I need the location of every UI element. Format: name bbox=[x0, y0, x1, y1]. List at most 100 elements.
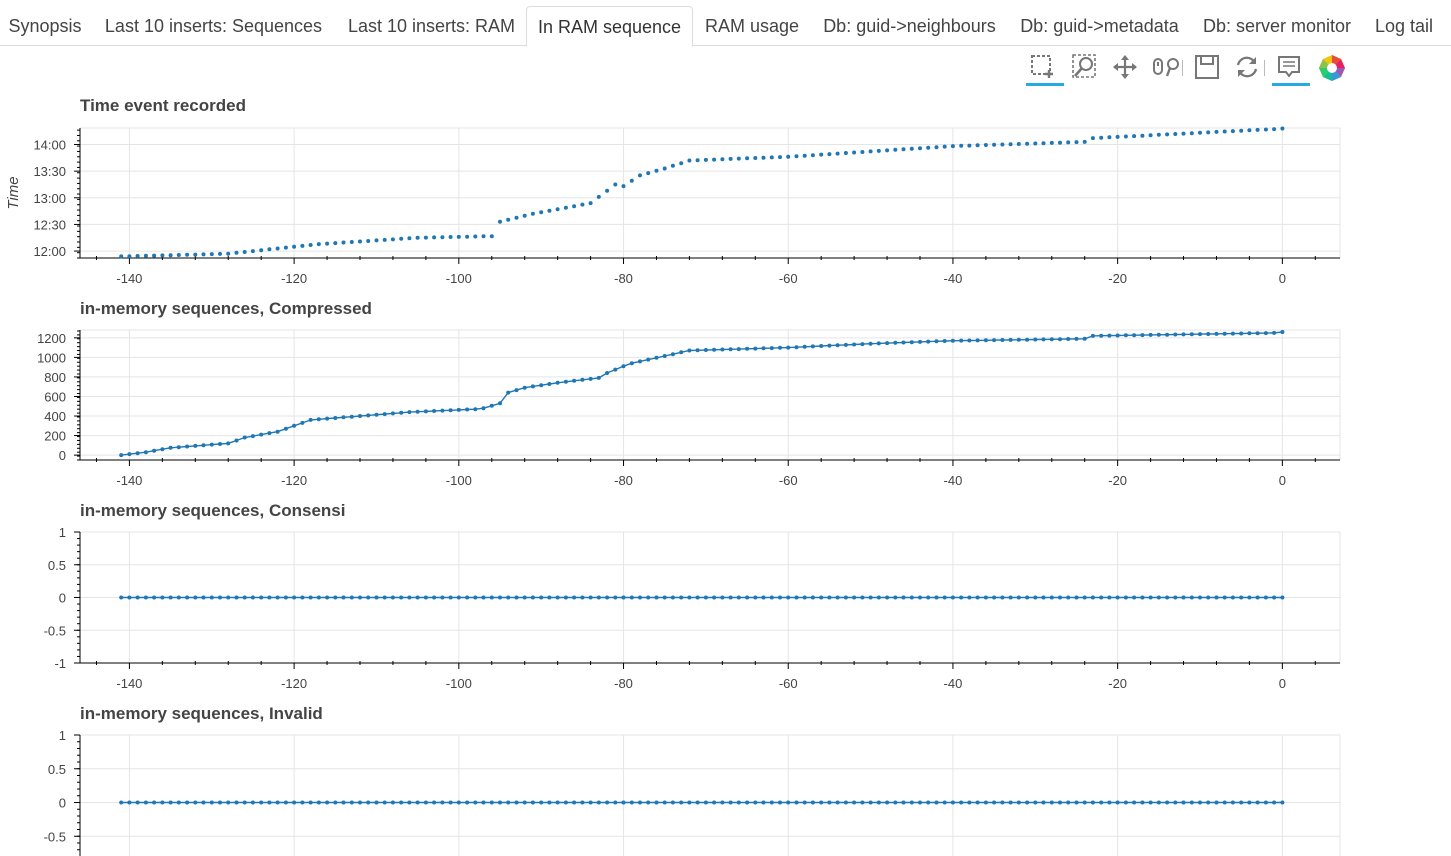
x-tick-label: -20 bbox=[1108, 473, 1127, 488]
data-point bbox=[745, 800, 750, 805]
data-point bbox=[736, 347, 741, 352]
data-point bbox=[950, 595, 955, 600]
data-point bbox=[1041, 141, 1046, 146]
data-point bbox=[786, 345, 791, 350]
tab-db-guid-neighbours[interactable]: Db: guid->neighbours bbox=[823, 16, 996, 36]
data-point bbox=[983, 338, 988, 343]
data-point bbox=[1247, 800, 1252, 805]
data-point bbox=[407, 236, 412, 241]
y-tick-label: 800 bbox=[44, 370, 66, 385]
data-point bbox=[1008, 595, 1013, 600]
data-point bbox=[498, 219, 502, 224]
bokeh-logo-icon[interactable] bbox=[1312, 50, 1348, 84]
wheel-zoom-icon[interactable] bbox=[1146, 50, 1182, 84]
data-point bbox=[670, 595, 675, 600]
data-point bbox=[448, 595, 453, 600]
data-point bbox=[143, 450, 148, 455]
tab-synopsis[interactable]: Synopsis bbox=[8, 16, 82, 36]
data-point bbox=[1115, 333, 1120, 338]
hover-icon[interactable] bbox=[1270, 50, 1310, 86]
data-point bbox=[374, 595, 379, 600]
data-point bbox=[572, 204, 577, 209]
tab-last-10-inserts-ram[interactable]: Last 10 inserts: RAM bbox=[347, 16, 516, 36]
data-point bbox=[959, 338, 964, 343]
data-point bbox=[135, 451, 140, 456]
data-point bbox=[456, 595, 461, 600]
zoom-in-icon[interactable] bbox=[1066, 50, 1102, 84]
tab-db-server-monitor[interactable]: Db: server monitor bbox=[1202, 16, 1352, 36]
data-point bbox=[1132, 333, 1137, 338]
data-point bbox=[1189, 131, 1194, 136]
x-tick-label: -140 bbox=[116, 473, 142, 488]
data-point bbox=[399, 410, 404, 415]
data-point bbox=[1000, 595, 1005, 600]
x-tick-label: 0 bbox=[1279, 473, 1286, 488]
data-point bbox=[819, 152, 824, 157]
data-point bbox=[860, 800, 865, 805]
data-point bbox=[885, 341, 890, 346]
data-point bbox=[547, 800, 552, 805]
tab-log-tail[interactable]: Log tail bbox=[1374, 16, 1434, 36]
data-point bbox=[407, 595, 412, 600]
data-point bbox=[835, 800, 840, 805]
data-point bbox=[687, 595, 692, 600]
data-point bbox=[1222, 129, 1227, 134]
data-point bbox=[382, 237, 387, 242]
tab-last-10-inserts-sequences[interactable]: Last 10 inserts: Sequences bbox=[104, 16, 323, 36]
data-point bbox=[629, 800, 634, 805]
data-point bbox=[358, 414, 362, 418]
data-point bbox=[1016, 337, 1021, 342]
data-point bbox=[358, 239, 362, 244]
data-point bbox=[720, 157, 725, 162]
data-point bbox=[835, 595, 840, 600]
data-point bbox=[1222, 800, 1227, 805]
data-point bbox=[695, 348, 700, 353]
data-point bbox=[1214, 129, 1219, 134]
data-point bbox=[234, 800, 239, 805]
box-zoom-icon[interactable] bbox=[1024, 50, 1064, 86]
data-point bbox=[843, 342, 848, 347]
data-point bbox=[1090, 595, 1095, 600]
data-point bbox=[712, 595, 717, 600]
data-point bbox=[209, 442, 214, 447]
data-point bbox=[514, 215, 519, 220]
tab-in-ram-sequence[interactable]: In RAM sequence bbox=[526, 6, 693, 47]
data-point bbox=[300, 800, 305, 805]
data-point bbox=[168, 800, 173, 805]
data-point bbox=[374, 800, 379, 805]
data-point bbox=[1099, 333, 1104, 338]
data-point bbox=[662, 166, 667, 171]
reset-icon[interactable] bbox=[1228, 50, 1264, 84]
data-point bbox=[1148, 133, 1153, 138]
save-icon[interactable] bbox=[1188, 50, 1224, 84]
data-point bbox=[1049, 595, 1054, 600]
data-point bbox=[1181, 800, 1186, 805]
y-tick-label: -0.5 bbox=[44, 623, 66, 638]
data-point bbox=[316, 242, 321, 247]
x-tick-label: -140 bbox=[116, 271, 142, 286]
data-point bbox=[563, 800, 568, 805]
data-point bbox=[1025, 800, 1030, 805]
data-point bbox=[259, 248, 264, 253]
data-point bbox=[1239, 595, 1244, 600]
y-tick-label: 12:00 bbox=[33, 244, 66, 259]
data-point bbox=[275, 800, 280, 805]
data-point bbox=[712, 157, 717, 162]
data-point bbox=[1140, 133, 1145, 138]
data-point bbox=[876, 148, 881, 153]
tab-db-guid-metadata[interactable]: Db: guid->metadata bbox=[1020, 16, 1179, 36]
data-point bbox=[119, 800, 124, 805]
data-point bbox=[135, 595, 140, 600]
tab-ram-usage[interactable]: RAM usage bbox=[704, 16, 800, 36]
data-point bbox=[1280, 595, 1285, 600]
data-point bbox=[1058, 595, 1062, 600]
x-tick-label: 0 bbox=[1279, 271, 1286, 286]
data-point bbox=[1247, 595, 1252, 600]
data-point bbox=[1000, 800, 1005, 805]
data-point bbox=[893, 800, 898, 805]
data-point bbox=[333, 800, 338, 805]
data-point bbox=[209, 595, 214, 600]
pan-icon[interactable] bbox=[1106, 50, 1142, 84]
data-point bbox=[703, 157, 708, 162]
data-point bbox=[473, 407, 478, 412]
